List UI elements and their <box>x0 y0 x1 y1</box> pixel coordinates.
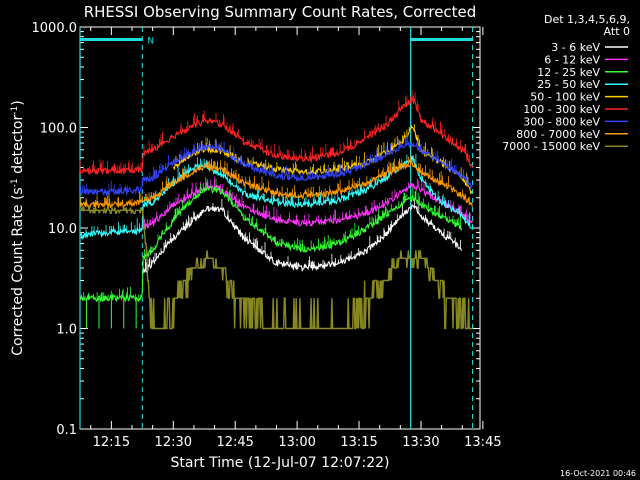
y-tick-label: 1.0 <box>56 323 77 338</box>
y-tick-label: 10.0 <box>48 222 77 237</box>
y-axis-label-part: Corrected Count Rate (s <box>10 187 26 355</box>
attenuator-state-bars: N <box>80 37 473 47</box>
y-axis-label-part: ) <box>10 100 26 105</box>
legend-header: Att 0 <box>604 25 630 38</box>
series-group <box>79 90 473 330</box>
y-axis: 1000.0 100.0 10.0 1.0 0.1 <box>32 21 480 438</box>
plot-frame <box>79 26 481 430</box>
legend-header: Det 1,3,4,5,6,9, <box>544 13 630 26</box>
x-tick-label: 13:00 <box>278 435 315 450</box>
chart-title: RHESSI Observing Summary Count Rates, Co… <box>84 3 477 21</box>
y-tick-label: 100.0 <box>40 122 77 137</box>
x-axis-label: Start Time (12-Jul-07 12:07:22) <box>170 455 389 471</box>
legend-label: 7000 - 15000 keV <box>502 140 600 153</box>
x-tick-label: 12:45 <box>216 435 253 450</box>
y-axis-label-part: -1 <box>10 178 20 187</box>
time-markers <box>79 27 474 429</box>
y-tick-label: 1000.0 <box>32 21 78 36</box>
legend-label: 100 - 300 keV <box>523 103 600 116</box>
y-axis-label-part: -1 <box>10 106 20 115</box>
legend-label: 25 - 50 keV <box>537 78 600 91</box>
legend-label: 12 - 25 keV <box>537 66 600 79</box>
y-tick-label: 0.1 <box>56 423 77 438</box>
x-tick-label: 12:15 <box>93 435 130 450</box>
attenuator-label: N <box>147 37 154 47</box>
series-line-5 <box>79 96 473 176</box>
legend-label: 800 - 7000 keV <box>516 128 600 141</box>
legend-label: 50 - 100 keV <box>530 91 600 104</box>
x-axis: 12:15 12:30 12:45 13:00 13:15 13:30 13:45 <box>90 27 502 450</box>
y-axis-label: Corrected Count Rate (s-1 detector-1) <box>10 100 26 355</box>
legend-label: 3 - 6 keV <box>551 41 600 54</box>
series-line-6 <box>79 140 473 197</box>
x-tick-label: 13:15 <box>340 435 377 450</box>
legend-label: 300 - 800 keV <box>523 115 600 128</box>
x-tick-label: 13:30 <box>402 435 439 450</box>
series-line-8 <box>80 204 473 330</box>
x-tick-label: 12:30 <box>155 435 192 450</box>
footer-timestamp: 16-Oct-2021 00:46 <box>560 469 636 478</box>
series-line-2 <box>79 184 463 303</box>
y-axis-label-part: detector <box>10 115 26 179</box>
series-line-0 <box>142 203 462 274</box>
x-tick-label: 13:45 <box>464 435 501 450</box>
legend-label: 6 - 12 keV <box>544 53 600 66</box>
series-line-4 <box>173 124 473 195</box>
series-line-1 <box>142 182 473 231</box>
